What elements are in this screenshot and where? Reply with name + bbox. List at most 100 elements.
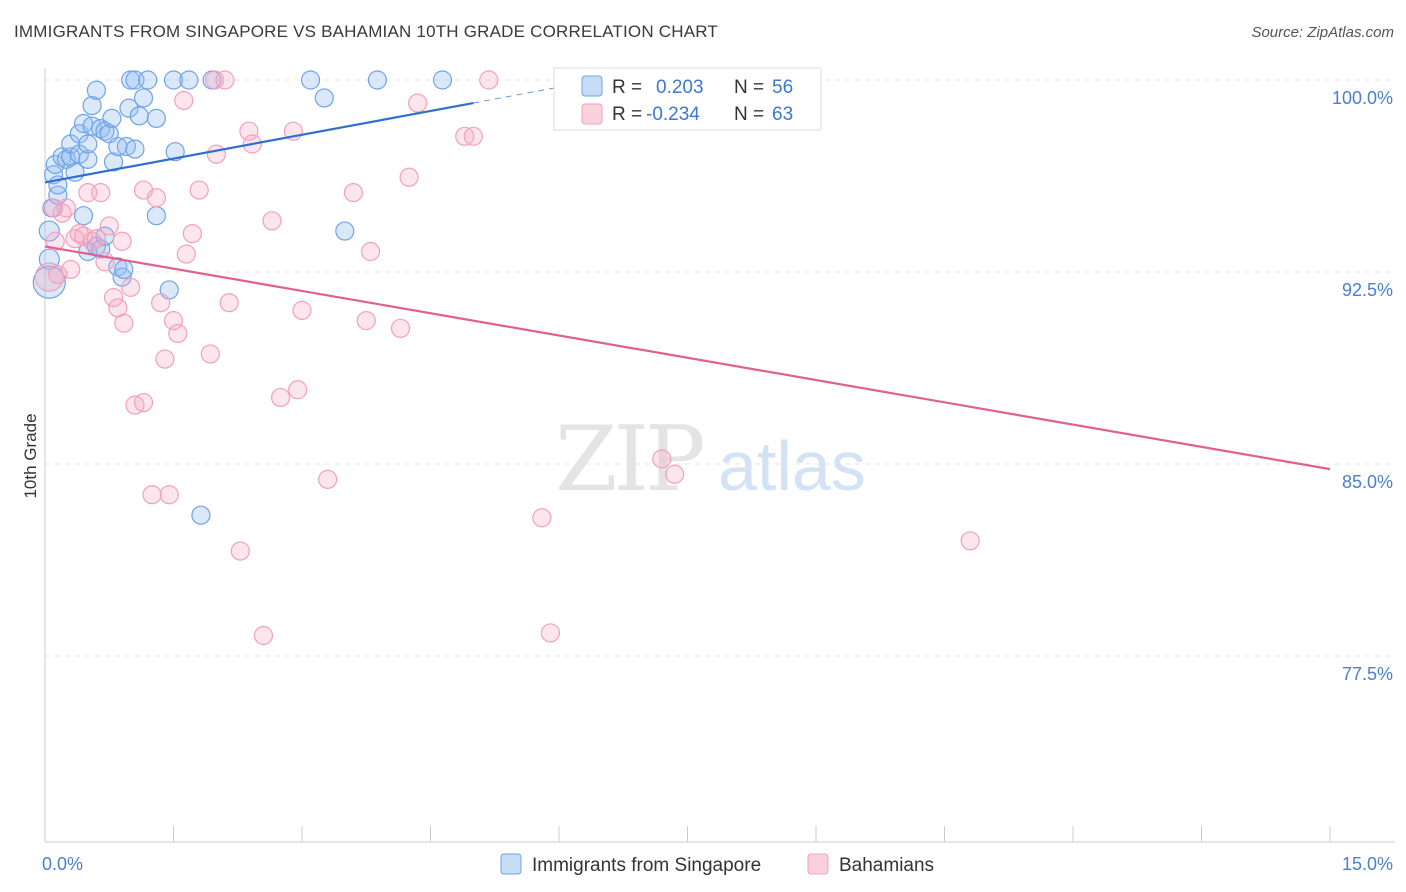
trend-lines	[44, 81, 1331, 471]
y-tick-label: 85.0%	[1342, 472, 1393, 492]
y-tick-labels: 100.0% 92.5% 85.0% 77.5%	[1332, 88, 1393, 684]
point-singapore	[103, 152, 124, 172]
point-bahamians	[56, 198, 77, 218]
point-singapore	[314, 88, 334, 108]
point-bahamians	[292, 300, 312, 320]
point-singapore	[32, 265, 66, 299]
point-bahamians	[182, 224, 202, 244]
y-axis-label: 10th Grade	[21, 413, 40, 498]
point-singapore	[133, 88, 154, 108]
point-bahamians	[288, 380, 308, 400]
point-bahamians	[103, 288, 124, 308]
trend-line-singapore-extension	[473, 81, 585, 104]
trend-line-singapore	[44, 101, 474, 184]
legend-r-label-singapore: R =	[612, 77, 642, 98]
chart-source: Source: ZipAtlas.com	[1251, 24, 1394, 41]
point-bahamians	[114, 313, 134, 333]
point-bahamians	[189, 180, 209, 200]
x-tick-label: 0.0%	[42, 854, 83, 874]
axes	[44, 68, 1395, 843]
point-singapore	[146, 206, 166, 226]
point-bahamians	[91, 183, 111, 203]
watermark-atlas: atlas	[718, 427, 866, 505]
point-bahamians	[151, 293, 171, 313]
bottom-legend-swatch-bahamians	[807, 853, 829, 875]
point-singapore	[146, 108, 166, 129]
point-bahamians	[463, 126, 483, 146]
point-bahamians	[219, 293, 239, 313]
gridlines	[45, 79, 1395, 657]
bottom-legend-label-bahamians: Bahamians	[839, 855, 934, 876]
point-singapore	[114, 259, 134, 280]
x-tick-label: 15.0%	[1342, 854, 1393, 874]
point-singapore	[138, 70, 158, 90]
point-singapore	[129, 106, 149, 126]
point-bahamians	[86, 229, 107, 249]
legend-swatch-bahamians	[581, 103, 603, 125]
point-bahamians	[206, 144, 226, 164]
point-singapore	[125, 139, 145, 159]
point-bahamians	[399, 167, 419, 187]
point-bahamians	[142, 485, 162, 505]
point-bahamians	[146, 188, 166, 208]
y-tick-label: 92.5%	[1342, 280, 1393, 300]
point-bahamians	[200, 344, 220, 364]
bottom-legend-swatch-singapore	[500, 853, 522, 875]
legend-r-value-bahamians: -0.234	[646, 104, 700, 125]
legend-r-value-singapore: 0.203	[656, 77, 704, 98]
point-bahamians	[61, 259, 81, 280]
legend-n-value-singapore: 56	[772, 77, 793, 98]
legend-swatch-singapore	[581, 75, 603, 97]
point-bahamians	[155, 349, 175, 369]
stats-legend: R = 0.203 N = 56 R = -0.234 N = 63	[553, 67, 822, 131]
point-bahamians	[215, 70, 235, 90]
x-tick-labels: 0.0% 15.0%	[42, 854, 1393, 874]
legend-n-value-bahamians: 63	[772, 104, 793, 125]
point-bahamians	[665, 464, 685, 484]
point-bahamians	[270, 387, 291, 408]
data-points	[32, 70, 980, 646]
point-singapore	[86, 80, 107, 100]
point-singapore	[163, 70, 184, 90]
point-bahamians	[174, 90, 194, 111]
point-bahamians	[45, 231, 65, 251]
point-bahamians	[356, 311, 376, 331]
point-bahamians	[133, 392, 154, 413]
point-singapore	[45, 154, 65, 175]
point-singapore	[179, 70, 199, 90]
legend-r-label-bahamians: R =	[612, 104, 642, 125]
point-singapore	[335, 221, 355, 241]
point-singapore	[78, 134, 98, 154]
chart-title: IMMIGRANTS FROM SINGAPORE VS BAHAMIAN 10…	[14, 22, 718, 41]
point-singapore	[165, 142, 185, 162]
point-bahamians	[262, 211, 282, 231]
point-bahamians	[230, 541, 250, 561]
point-singapore	[119, 98, 139, 118]
trend-line-bahamians	[44, 245, 1331, 471]
point-bahamians	[318, 469, 338, 489]
point-bahamians	[532, 508, 552, 528]
point-bahamians	[176, 244, 196, 264]
point-bahamians	[479, 70, 499, 90]
watermark-zip: ZIP	[555, 407, 703, 512]
series-legend: Immigrants from Singapore Bahamians	[500, 853, 934, 876]
point-singapore	[191, 505, 211, 525]
point-bahamians	[253, 625, 274, 646]
point-singapore	[82, 95, 102, 116]
point-bahamians	[408, 93, 428, 113]
legend-n-label-bahamians: N =	[734, 104, 764, 125]
point-singapore	[367, 70, 387, 90]
point-singapore	[432, 70, 453, 90]
point-bahamians	[163, 311, 184, 331]
point-bahamians	[540, 623, 561, 643]
point-bahamians	[121, 277, 141, 297]
point-bahamians	[652, 449, 672, 469]
point-bahamians	[960, 531, 980, 551]
legend-n-label-singapore: N =	[734, 77, 764, 98]
point-singapore	[300, 70, 321, 90]
point-bahamians	[205, 70, 225, 90]
y-tick-label: 100.0%	[1332, 88, 1393, 108]
point-bahamians	[239, 121, 259, 141]
point-singapore	[78, 149, 98, 169]
